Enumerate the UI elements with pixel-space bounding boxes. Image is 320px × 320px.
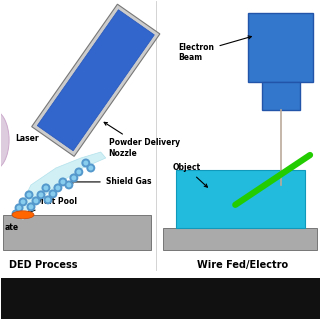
- Circle shape: [28, 204, 34, 209]
- Circle shape: [53, 183, 62, 192]
- Text: ate: ate: [5, 223, 19, 232]
- Circle shape: [27, 202, 36, 211]
- Circle shape: [69, 173, 78, 182]
- Bar: [262, 82, 300, 110]
- Polygon shape: [37, 10, 154, 151]
- Polygon shape: [16, 152, 106, 220]
- Circle shape: [74, 167, 83, 176]
- Circle shape: [45, 197, 51, 202]
- Text: DED Process: DED Process: [9, 260, 77, 270]
- Circle shape: [48, 189, 57, 198]
- Circle shape: [36, 190, 45, 199]
- Circle shape: [42, 183, 51, 192]
- Circle shape: [55, 185, 60, 190]
- Ellipse shape: [12, 211, 34, 219]
- Circle shape: [25, 190, 34, 199]
- Circle shape: [71, 175, 76, 180]
- Circle shape: [44, 185, 48, 190]
- Circle shape: [66, 182, 71, 188]
- Bar: [3, 215, 151, 250]
- Text: Powder Delivery
Nozzle: Powder Delivery Nozzle: [104, 122, 180, 158]
- Text: Laser: Laser: [15, 133, 39, 143]
- Circle shape: [81, 158, 90, 167]
- Circle shape: [76, 170, 81, 174]
- Circle shape: [15, 203, 24, 212]
- Circle shape: [13, 211, 19, 216]
- Circle shape: [19, 197, 28, 206]
- Circle shape: [20, 199, 26, 204]
- Circle shape: [64, 180, 73, 189]
- Bar: [163, 228, 317, 250]
- Circle shape: [44, 196, 52, 204]
- Text: Shield Gas: Shield Gas: [70, 177, 151, 187]
- Polygon shape: [32, 4, 160, 156]
- Text: Melt Pool: Melt Pool: [27, 197, 77, 214]
- Circle shape: [60, 180, 65, 184]
- Text: Wire Fed/Electro: Wire Fed/Electro: [197, 260, 288, 270]
- Circle shape: [59, 177, 68, 187]
- Bar: [175, 170, 305, 228]
- Circle shape: [31, 196, 40, 205]
- Circle shape: [17, 205, 21, 210]
- Bar: [248, 12, 313, 82]
- Circle shape: [12, 209, 20, 218]
- Text: Object: Object: [172, 164, 207, 187]
- Circle shape: [86, 164, 95, 172]
- Circle shape: [88, 165, 93, 171]
- Bar: [1, 277, 320, 319]
- Text: Electron
Beam: Electron Beam: [179, 36, 252, 62]
- Ellipse shape: [0, 110, 9, 170]
- Circle shape: [38, 192, 44, 197]
- Circle shape: [34, 198, 38, 203]
- Circle shape: [83, 161, 88, 165]
- Circle shape: [27, 192, 31, 197]
- Circle shape: [51, 191, 55, 196]
